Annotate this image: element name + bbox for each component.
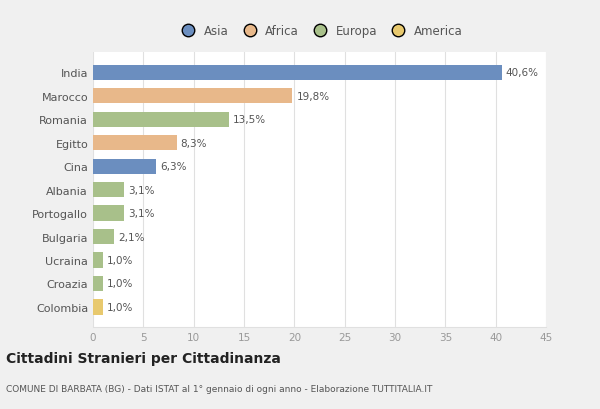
Bar bbox=[93, 229, 114, 245]
Bar bbox=[93, 89, 292, 104]
Bar bbox=[93, 182, 124, 198]
Text: 1,0%: 1,0% bbox=[107, 255, 133, 265]
Text: 1,0%: 1,0% bbox=[107, 302, 133, 312]
Text: 3,1%: 3,1% bbox=[128, 209, 155, 218]
Bar bbox=[93, 299, 103, 315]
Bar bbox=[93, 276, 103, 291]
Text: 8,3%: 8,3% bbox=[181, 138, 207, 148]
Bar bbox=[93, 65, 502, 81]
Bar bbox=[93, 206, 124, 221]
Text: 13,5%: 13,5% bbox=[233, 115, 266, 125]
Text: 40,6%: 40,6% bbox=[506, 68, 539, 78]
Bar bbox=[93, 112, 229, 128]
Bar bbox=[93, 159, 157, 174]
Text: 3,1%: 3,1% bbox=[128, 185, 155, 195]
Legend: Asia, Africa, Europa, America: Asia, Africa, Europa, America bbox=[172, 21, 467, 43]
Text: 6,3%: 6,3% bbox=[160, 162, 187, 172]
Text: COMUNE DI BARBATA (BG) - Dati ISTAT al 1° gennaio di ogni anno - Elaborazione TU: COMUNE DI BARBATA (BG) - Dati ISTAT al 1… bbox=[6, 384, 433, 393]
Text: 2,1%: 2,1% bbox=[118, 232, 145, 242]
Text: 1,0%: 1,0% bbox=[107, 279, 133, 289]
Bar bbox=[93, 136, 176, 151]
Text: 19,8%: 19,8% bbox=[296, 92, 329, 101]
Bar bbox=[93, 253, 103, 268]
Text: Cittadini Stranieri per Cittadinanza: Cittadini Stranieri per Cittadinanza bbox=[6, 351, 281, 365]
